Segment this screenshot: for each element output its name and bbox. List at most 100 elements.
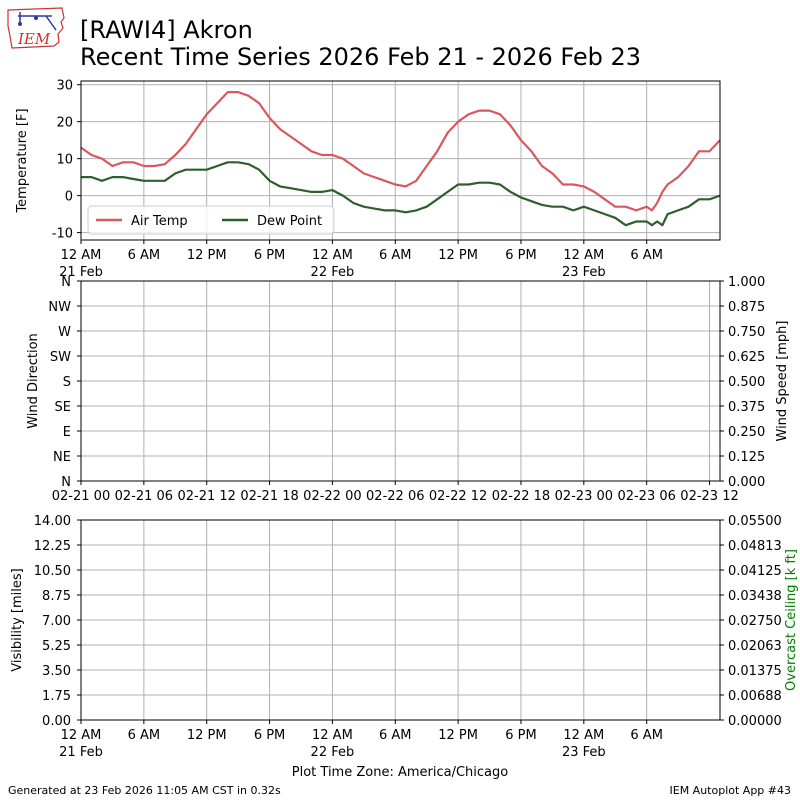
temp-y-tick-label: 30 (56, 79, 73, 94)
vis-tick-label: 8.75 (42, 589, 71, 604)
temp-x-tick-label: 6 PM (254, 248, 285, 263)
vis-tick-label: 3.50 (42, 664, 71, 679)
vis-x-tick-label: 12 PM (187, 728, 227, 743)
wind-x-tick-label: 02-21 06 (115, 489, 173, 504)
temp-x-tick-label: 6 AM (128, 248, 161, 263)
vis-tick-label: 14.00 (34, 514, 71, 529)
vis-plot-frame (80, 519, 721, 721)
temp-x-tick-label: 6 AM (630, 248, 663, 263)
vis-x-tick-label: 12 AM (61, 728, 102, 743)
ceiling-tick-label: 0.02063 (728, 639, 782, 654)
temp-x-tick-label: 12 AM (312, 248, 353, 263)
ceiling-tick-label: 0.05500 (728, 514, 782, 529)
wind-speed-tick-label: 0.125 (728, 450, 765, 465)
wind-dir-tick-label: NE (53, 450, 71, 465)
vis-x-tick-label: 6 PM (254, 728, 285, 743)
air-temp-line (80, 90, 721, 212)
temp-x-date-label: 21 Feb (59, 265, 103, 280)
vis-x-date-label: 23 Feb (562, 745, 606, 760)
wind-x-tick-label: 02-22 18 (492, 489, 550, 504)
wind-direction-axis-label: Wind Direction (26, 333, 41, 429)
wind-dir-tick-label: W (58, 325, 71, 340)
wind-speed-tick-label: 0.750 (728, 325, 765, 340)
vis-x-tick-label: 12 AM (312, 728, 353, 743)
wind-dir-tick-label: E (63, 425, 71, 440)
generated-text: Generated at 23 Feb 2026 11:05 AM CST in… (8, 784, 281, 797)
wind-x-tick-label: 02-23 00 (555, 489, 613, 504)
wind-speed-axis-label: Wind Speed [mph] (775, 321, 790, 442)
wind-dir-tick-label: NW (48, 300, 71, 315)
wind-dir-tick-label: N (61, 275, 71, 290)
vis-x-tick-label: 6 AM (128, 728, 161, 743)
ceiling-tick-label: 0.01375 (728, 664, 782, 679)
legend-label: Dew Point (257, 214, 322, 229)
wind-speed-tick-label: 0.875 (728, 300, 765, 315)
vis-x-tick-label: 12 PM (438, 728, 478, 743)
iem-logo: IEM (6, 6, 66, 54)
temp-y-tick-label: 10 (56, 153, 73, 168)
temp-plot-frame (80, 80, 721, 241)
ceiling-tick-label: 0.00000 (728, 714, 782, 729)
wind-speed-tick-label: 0.625 (728, 350, 765, 365)
ceiling-tick-label: 0.02750 (728, 614, 782, 629)
temp-y-tick-label: 20 (56, 116, 73, 131)
wind-dir-tick-label: SE (55, 400, 71, 415)
app-label: IEM Autoplot App #43 (669, 784, 792, 797)
temp-x-date-label: 22 Feb (311, 265, 355, 280)
vis-tick-label: 12.25 (34, 539, 71, 554)
vis-x-date-label: 22 Feb (311, 745, 355, 760)
temp-y-tick-label: 0 (65, 190, 73, 205)
wind-speed-tick-label: 0.375 (728, 400, 765, 415)
iowa-map-icon (7, 7, 65, 49)
temp-x-tick-label: 12 AM (61, 248, 102, 263)
wind-speed-tick-label: 0.250 (728, 425, 765, 440)
ceiling-tick-label: 0.03438 (728, 589, 782, 604)
ceiling-axis-label: Overcast Ceiling [k ft] (784, 549, 799, 691)
vis-x-tick-label: 6 PM (505, 728, 536, 743)
wind-x-tick-label: 02-21 18 (240, 489, 298, 504)
vis-x-date-label: 21 Feb (59, 745, 103, 760)
temp-x-date-label: 23 Feb (562, 265, 606, 280)
vis-x-tick-label: 6 AM (379, 728, 412, 743)
temp-x-tick-label: 12 PM (438, 248, 478, 263)
wind-speed-tick-label: 0.500 (728, 375, 765, 390)
temp-legend-box (87, 205, 335, 235)
ceiling-tick-label: 0.04813 (728, 539, 782, 554)
wind-dir-tick-label: SW (50, 350, 71, 365)
temp-y-axis-label: Temperature [F] (15, 108, 30, 213)
wind-x-tick-label: 02-23 12 (680, 489, 738, 504)
vis-tick-label: 10.50 (34, 564, 71, 579)
logo-text: IEM (18, 30, 51, 48)
wind-x-tick-label: 02-22 12 (429, 489, 487, 504)
legend-label: Air Temp (131, 214, 188, 229)
vis-tick-label: 5.25 (42, 639, 71, 654)
ceiling-tick-label: 0.04125 (728, 564, 782, 579)
wind-speed-tick-label: 1.000 (728, 275, 765, 290)
wind-x-tick-label: 02-22 00 (303, 489, 361, 504)
temp-x-tick-label: 12 PM (187, 248, 227, 263)
vis-tick-label: 1.75 (42, 689, 71, 704)
temp-y-tick-label: -10 (52, 227, 73, 242)
wind-x-tick-label: 02-21 00 (52, 489, 110, 504)
vis-tick-label: 0.00 (42, 714, 71, 729)
dew-point-line (81, 161, 721, 227)
wind-x-tick-label: 02-23 06 (617, 489, 675, 504)
ceiling-tick-label: 0.00688 (728, 689, 782, 704)
temp-x-tick-label: 6 AM (379, 248, 412, 263)
chart-title: [RAWI4] Akron (80, 16, 253, 44)
vis-x-tick-label: 6 AM (630, 728, 663, 743)
wind-speed-tick-label: 0.000 (728, 475, 765, 490)
temp-x-tick-label: 12 AM (563, 248, 604, 263)
wind-x-tick-label: 02-22 06 (366, 489, 424, 504)
wind-dir-tick-label: S (63, 375, 71, 390)
timezone-label: Plot Time Zone: America/Chicago (292, 765, 508, 780)
wind-x-tick-label: 02-21 12 (177, 489, 235, 504)
visibility-axis-label: Visibility [miles] (10, 568, 25, 671)
vis-x-tick-label: 12 AM (563, 728, 604, 743)
temp-x-tick-label: 6 PM (505, 248, 536, 263)
chart-subtitle: Recent Time Series 2026 Feb 21 - 2026 Fe… (80, 43, 642, 71)
wind-dir-tick-label: N (61, 475, 71, 490)
vis-tick-label: 7.00 (42, 614, 71, 629)
wind-plot-frame (80, 280, 721, 482)
